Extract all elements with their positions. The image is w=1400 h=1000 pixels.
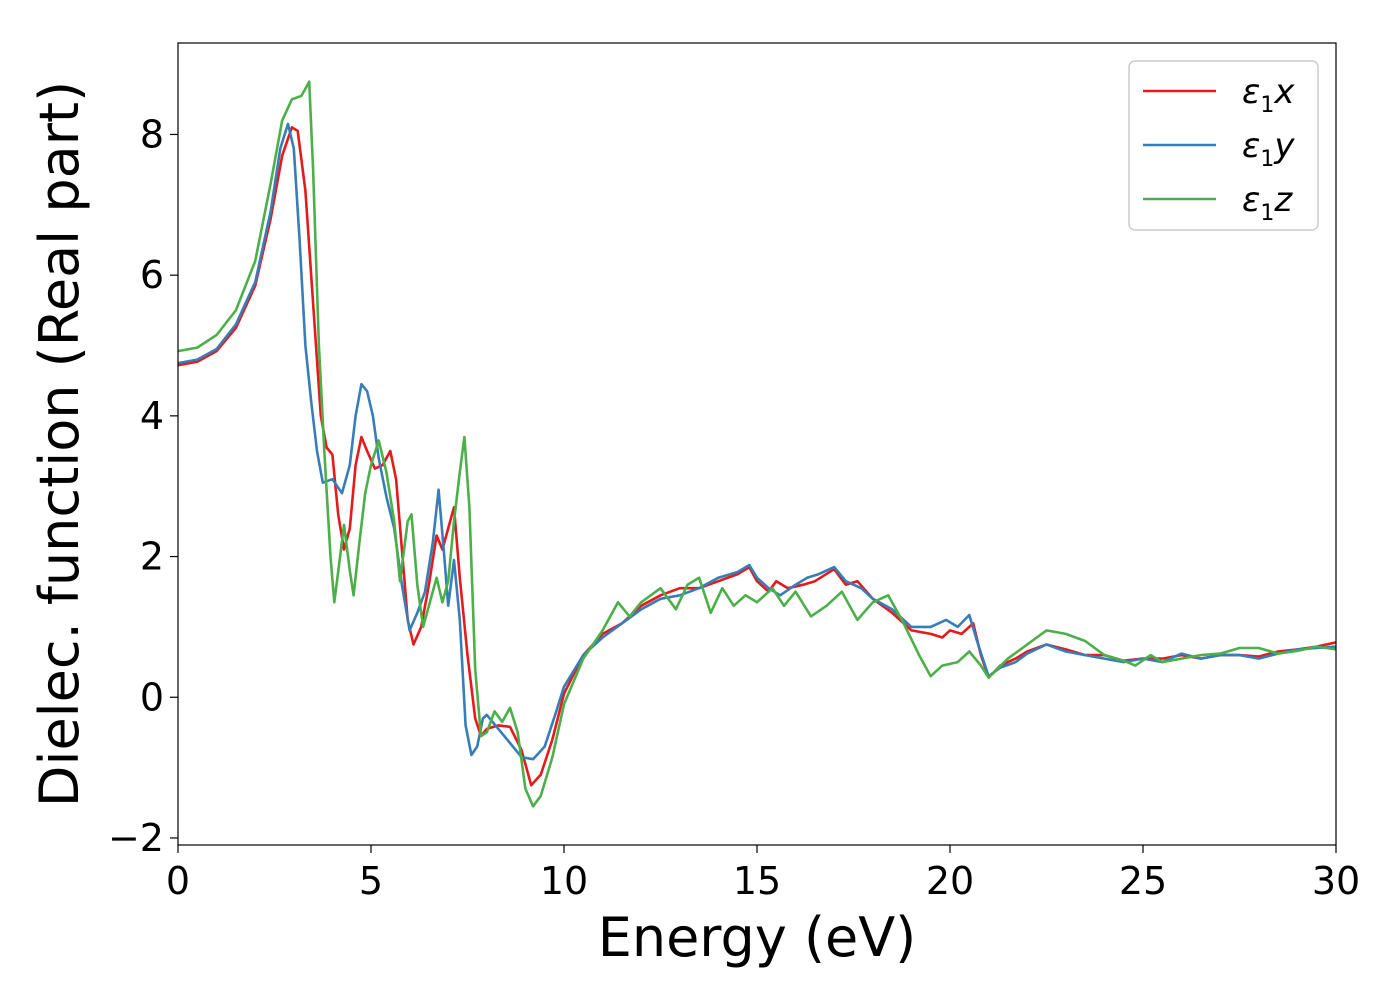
- y-tick-label: 6: [140, 253, 164, 297]
- y-axis: −2 0 2 4 6 8: [108, 112, 178, 860]
- series-line-z: [177, 80, 1337, 808]
- legend-axis-letter: x: [1273, 72, 1295, 112]
- x-axis: 0 5 10 15 20 25 30: [166, 845, 1360, 903]
- x-tick-label: 10: [540, 859, 588, 903]
- legend-label-x: ε1x: [1242, 72, 1295, 118]
- y-tick-label: 4: [140, 394, 164, 438]
- y-axis-label: Dielec. function (Real part): [28, 81, 91, 807]
- legend-axis-letter: z: [1273, 180, 1293, 220]
- x-tick-label: 20: [926, 859, 974, 903]
- x-tick-label: 5: [359, 859, 383, 903]
- y-tick-label: 8: [140, 112, 164, 156]
- x-tick-label: 30: [1312, 859, 1360, 903]
- legend-axis-letter: y: [1273, 126, 1295, 166]
- legend-subscript: 1: [1260, 147, 1274, 172]
- legend-subscript: 1: [1260, 201, 1274, 226]
- series-line-y: [177, 122, 1337, 761]
- x-tick-label: 0: [166, 859, 190, 903]
- x-tick-label: 25: [1119, 859, 1167, 903]
- legend-symbol: ε: [1242, 72, 1260, 112]
- series-layer: [177, 80, 1337, 808]
- legend-symbol: ε: [1242, 180, 1260, 220]
- legend-subscript: 1: [1260, 93, 1274, 118]
- y-tick-label: 2: [140, 535, 164, 579]
- y-tick-label: −2: [108, 816, 164, 860]
- y-tick-label: 0: [140, 675, 164, 719]
- x-tick-label: 15: [733, 859, 781, 903]
- legend-label-y: ε1y: [1242, 126, 1295, 172]
- legend-box: [1128, 60, 1319, 231]
- x-axis-label: Energy (eV): [598, 906, 917, 969]
- legend-label-z: ε1z: [1242, 180, 1293, 226]
- legend-symbol: ε: [1242, 126, 1260, 166]
